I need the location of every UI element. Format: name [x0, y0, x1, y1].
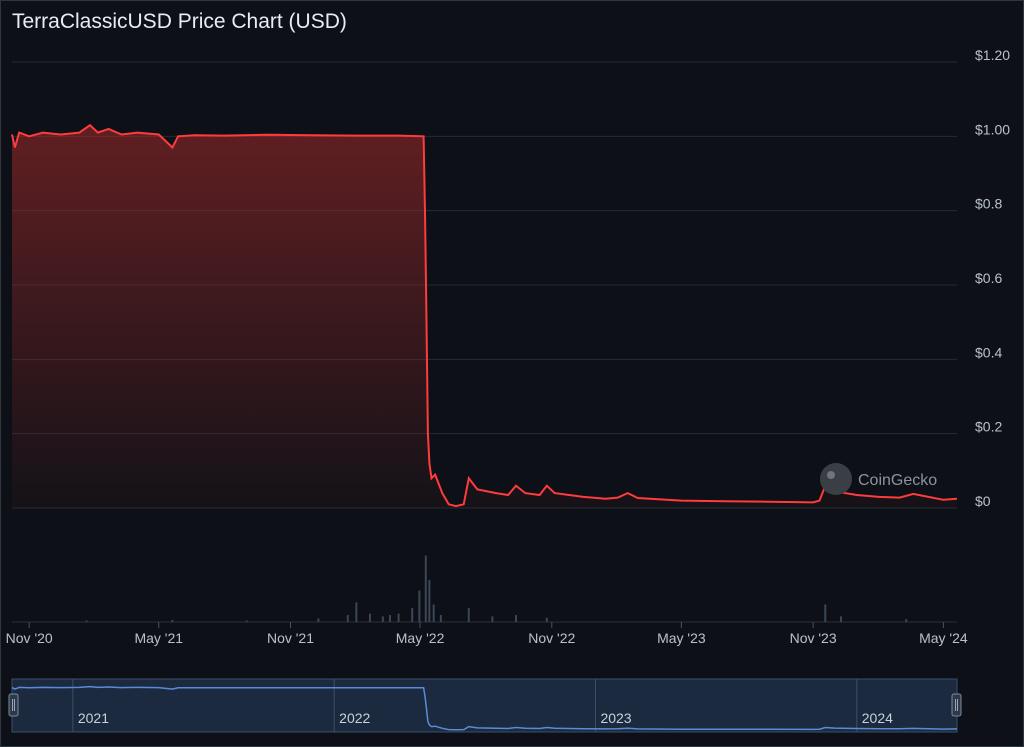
volume-bar [389, 615, 391, 622]
y-tick-label: $0.8 [975, 196, 1002, 212]
navigator-tick-label: 2021 [78, 710, 109, 726]
volume-bar [491, 616, 494, 622]
navigator-right-handle[interactable] [951, 693, 962, 717]
y-tick-label: $0.6 [975, 270, 1002, 286]
navigator-tick-label: 2024 [862, 710, 893, 726]
volume-bar [355, 602, 358, 622]
volume-bar [411, 608, 414, 622]
volume-bar [824, 604, 827, 622]
x-tick-label: May '21 [134, 630, 183, 646]
volume-bar [467, 608, 470, 622]
volume-bar [840, 616, 843, 622]
x-tick-label: Nov '22 [528, 630, 575, 646]
volume-bar [515, 615, 517, 622]
volume-bars [85, 555, 908, 622]
volume-bar [428, 580, 431, 622]
range-navigator[interactable]: 2021 2022 2023 2024 [8, 678, 962, 733]
navigator-selection[interactable] [11, 678, 958, 733]
volume-bar [905, 619, 908, 622]
volume-bar [85, 620, 88, 622]
volume-bar [368, 613, 371, 622]
x-tick-label: May '23 [657, 630, 706, 646]
navigator-axis: 2021 2022 2023 2024 [78, 710, 893, 726]
volume-bar [245, 620, 248, 622]
y-tick-label: $1.00 [975, 121, 1010, 137]
volume-bar [317, 618, 320, 622]
navigator-tick-label: 2022 [339, 710, 370, 726]
volume-bar [397, 613, 400, 622]
y-tick-label: $0.4 [975, 344, 1002, 360]
x-axis: Nov '20 May '21 Nov '21 May '22 Nov '22 May '… [6, 622, 968, 646]
volume-bar [381, 616, 384, 622]
y-axis: $1.20 $1.00 $0.8 $0.6 $0.4 $0.2 $0 [975, 47, 1010, 509]
navigator-left-handle[interactable] [8, 693, 19, 717]
price-area [12, 125, 957, 508]
volume-bar [439, 615, 442, 622]
volume-bar [346, 615, 349, 622]
coingecko-eye-icon [827, 471, 835, 479]
price-line[interactable] [11, 123, 958, 508]
y-tick-label: $0 [975, 493, 991, 509]
volume-bar [545, 617, 548, 622]
y-tick-label: $1.20 [975, 47, 1010, 63]
coingecko-watermark: CoinGecko [820, 463, 937, 495]
watermark-text: CoinGecko [858, 472, 937, 489]
navigator-line [11, 685, 958, 731]
volume-bar [432, 604, 435, 622]
x-tick-label: Nov '21 [267, 630, 314, 646]
volume-bar [171, 619, 174, 622]
x-tick-label: May '24 [919, 630, 968, 646]
volume-bar [418, 590, 421, 622]
x-tick-label: Nov '20 [6, 630, 53, 646]
y-tick-label: $0.2 [975, 419, 1002, 435]
navigator-tick-label: 2023 [600, 710, 631, 726]
coingecko-logo-icon [820, 463, 852, 495]
chart-title: TerraClassicUSD Price Chart (USD) [12, 10, 347, 33]
x-tick-label: May '22 [396, 630, 445, 646]
volume-bar [424, 555, 427, 622]
x-tick-label: Nov '23 [790, 630, 837, 646]
